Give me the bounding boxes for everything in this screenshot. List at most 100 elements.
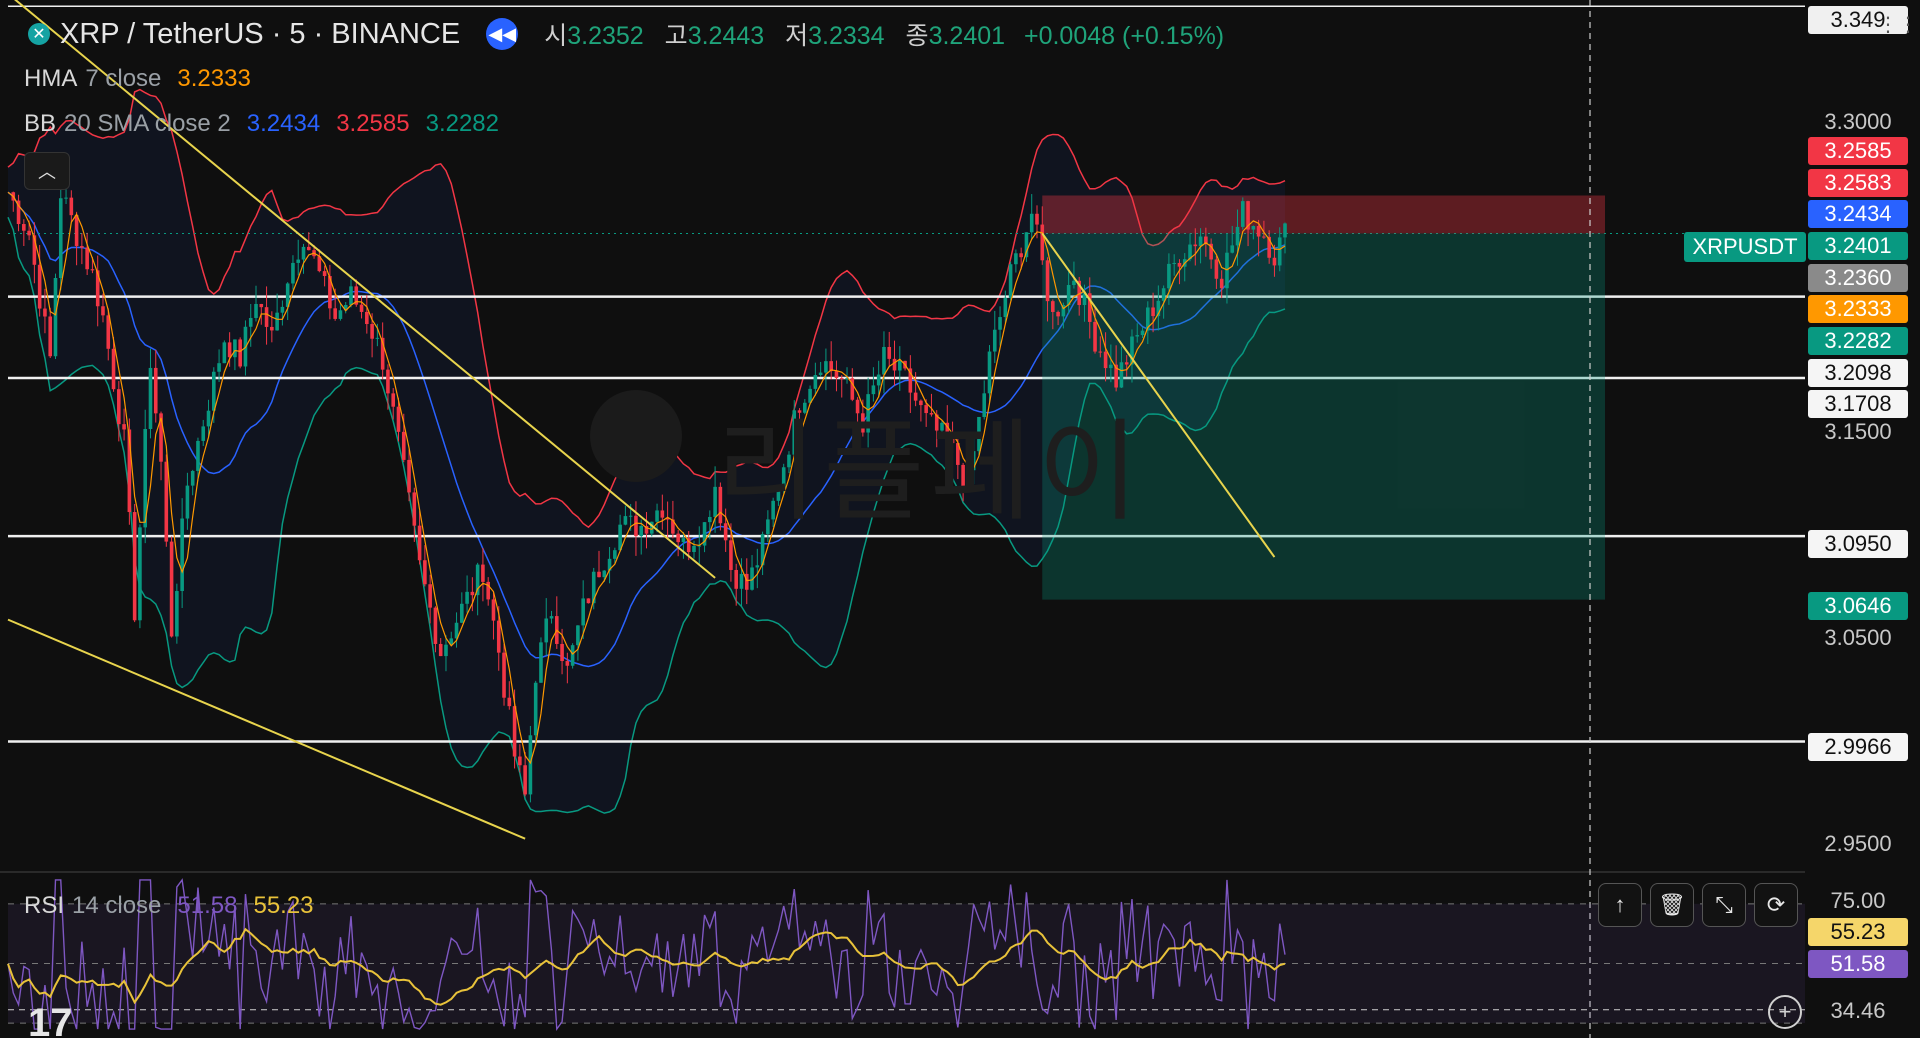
- candle-body: [264, 307, 269, 327]
- candle-body: [744, 573, 749, 590]
- candle-body: [681, 538, 686, 543]
- candle-body: [1214, 259, 1219, 279]
- watermark-logo: [590, 390, 682, 482]
- rsi-ma-label: 55.23: [1808, 918, 1908, 946]
- refresh-icon[interactable]: ⟳: [1754, 883, 1798, 927]
- candle-body: [708, 516, 712, 523]
- ohlc-readout: 시3.2352 고3.2443 저3.2334 종3.2401 +0.0048 …: [544, 22, 1225, 50]
- candle-body: [370, 324, 374, 339]
- candle-body: [470, 591, 475, 596]
- hma-legend[interactable]: HMA 7 close 3.2333: [24, 65, 251, 92]
- candle-body: [723, 523, 728, 541]
- candle-body: [16, 200, 21, 225]
- hline-price-label: 3.2098: [1808, 359, 1908, 387]
- candle-body: [391, 393, 396, 407]
- rsi-legend[interactable]: RSI 14 close 51.58 55.23: [24, 892, 314, 919]
- candle-body: [1235, 226, 1240, 246]
- zoom-in-icon[interactable]: +: [1768, 995, 1802, 1029]
- candle-body: [671, 519, 675, 534]
- trend-line: [14, 0, 716, 579]
- candle-body: [950, 438, 955, 444]
- candle-body: [412, 492, 417, 526]
- candle-body: [465, 591, 469, 604]
- drag-handle-icon[interactable]: ⋮⋮: [1878, 14, 1918, 36]
- candle-body: [576, 625, 580, 646]
- candle-body: [322, 271, 327, 277]
- collapse-legend-button[interactable]: ︿: [24, 152, 70, 190]
- trash-icon[interactable]: 🗑: [1650, 883, 1694, 927]
- candle-body: [1003, 297, 1008, 318]
- candle-body: [1156, 300, 1161, 317]
- bb-basis-line: [7, 191, 1286, 668]
- candle-body: [80, 246, 84, 248]
- candle-body: [1077, 280, 1082, 306]
- tradingview-logo: 17: [28, 1001, 73, 1038]
- close-icon[interactable]: ✕: [28, 23, 50, 45]
- candle-body: [1251, 226, 1256, 230]
- candle-body: [354, 286, 359, 305]
- candle-body: [766, 519, 770, 535]
- candle-body: [317, 256, 322, 272]
- candle-body: [296, 259, 301, 263]
- candle-body: [1188, 244, 1192, 260]
- candle-body: [106, 315, 111, 349]
- candle-body: [876, 374, 881, 386]
- candle-body: [69, 197, 74, 216]
- candle-body: [122, 424, 126, 430]
- candle-body: [518, 756, 522, 766]
- symbol-header[interactable]: ✕ XRP / TetherUS · 5 · BINANCE ◀◀ 시3.235…: [28, 16, 1224, 52]
- candle-body: [533, 682, 538, 736]
- candle-body: [238, 339, 242, 367]
- bb-basis-price-label: 3.2434: [1808, 200, 1908, 228]
- candle-body: [977, 416, 981, 452]
- candle-body: [834, 371, 839, 379]
- rsi-value-label: 51.58: [1808, 950, 1908, 978]
- symbol-title: XRP / TetherUS · 5 · BINANCE: [60, 17, 461, 50]
- candle-body: [1014, 253, 1018, 265]
- replay-icon[interactable]: ◀◀: [486, 18, 519, 50]
- candle-body: [1246, 201, 1250, 230]
- candle-body: [1172, 262, 1176, 264]
- candle-body: [1114, 364, 1118, 388]
- bb-lower-line: [7, 216, 1286, 814]
- candle-body: [1008, 264, 1013, 298]
- candle-body: [407, 459, 411, 493]
- candle-body: [539, 642, 543, 683]
- candle-body: [1262, 236, 1266, 238]
- stop-price-label: 3.2583: [1808, 169, 1908, 197]
- candle-body: [233, 339, 237, 358]
- bb-legend[interactable]: BB 20 SMA close 2 3.2434 3.2585 3.2282: [24, 110, 499, 137]
- candle-body: [248, 317, 253, 327]
- candle-body: [291, 262, 295, 284]
- candle-body: [1277, 237, 1282, 266]
- candle-body: [861, 413, 865, 433]
- price-label: 3.1500: [1824, 419, 1892, 444]
- collapse-icon[interactable]: ⤡: [1702, 883, 1746, 927]
- candle-body: [1098, 351, 1103, 353]
- candle-body: [111, 348, 116, 390]
- candle-body: [560, 643, 564, 662]
- candle-body: [148, 367, 153, 429]
- arrow-up-icon[interactable]: ↑: [1598, 883, 1642, 927]
- candle-body: [1093, 321, 1097, 352]
- candle-body: [1267, 236, 1271, 258]
- candle-body: [523, 765, 527, 795]
- candle-body: [618, 524, 622, 551]
- candle-body: [117, 389, 121, 425]
- candle-body: [1087, 293, 1092, 322]
- candle-body: [375, 337, 380, 339]
- candle-body: [449, 638, 454, 645]
- candle-body: [760, 534, 765, 566]
- candle-body: [27, 230, 31, 236]
- candle-body: [649, 521, 654, 534]
- candle-body: [222, 342, 227, 364]
- candle-body: [1045, 260, 1050, 302]
- candle-body: [697, 545, 702, 547]
- candle-body: [676, 533, 680, 543]
- candle-body: [623, 516, 628, 525]
- rsi-line: [7, 878, 1286, 1032]
- candle-body: [644, 525, 649, 534]
- candle-body: [808, 388, 812, 403]
